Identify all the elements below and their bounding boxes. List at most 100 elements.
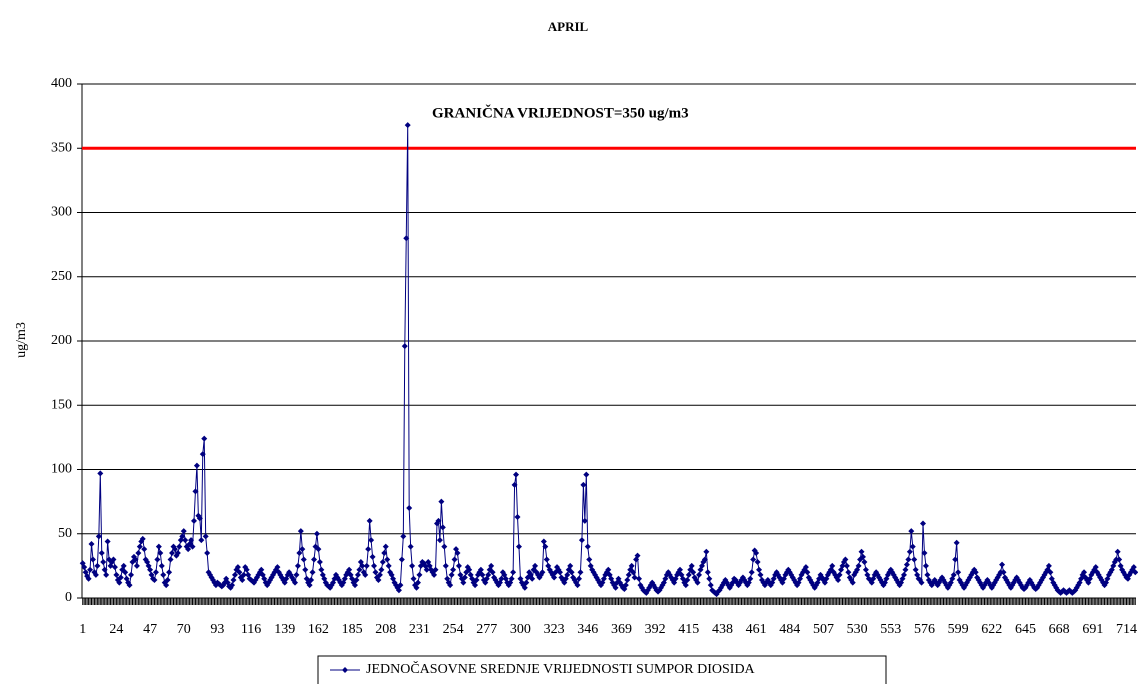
x-tick-label: 323 (544, 622, 565, 637)
data-point (540, 538, 547, 545)
data-point (704, 569, 711, 576)
data-point (179, 533, 186, 540)
data-point (163, 582, 170, 589)
data-point (240, 571, 247, 578)
x-tick-label: 507 (813, 622, 834, 637)
data-point (688, 562, 695, 569)
data-point (296, 550, 303, 557)
data-point (117, 574, 124, 581)
data-point (953, 539, 960, 546)
data-point (199, 451, 206, 458)
data-point (316, 559, 323, 566)
data-point (568, 569, 575, 576)
data-point (158, 562, 165, 569)
data-point (372, 569, 379, 576)
data-point (1130, 564, 1137, 571)
data-point (685, 571, 692, 578)
y-axis-label: ug/m3 (14, 322, 29, 358)
x-tick-label: 415 (678, 622, 699, 637)
data-point (346, 566, 353, 573)
data-point (508, 575, 515, 582)
data-point (922, 562, 929, 569)
data-point (230, 577, 237, 584)
data-point (1081, 569, 1088, 576)
data-point (920, 520, 927, 527)
data-point (395, 587, 402, 594)
data-point (306, 582, 313, 589)
data-point (398, 556, 405, 563)
data-point (157, 550, 164, 557)
data-point (835, 577, 842, 584)
data-point (201, 435, 208, 442)
data-point (706, 575, 713, 582)
data-point (707, 582, 714, 589)
data-point (543, 556, 550, 563)
data-point (439, 524, 446, 531)
data-point (274, 564, 281, 571)
data-point (455, 562, 462, 569)
data-point (309, 569, 316, 576)
x-tick-label: 139 (274, 622, 295, 637)
data-point (1092, 564, 1099, 571)
data-point (132, 556, 139, 563)
data-point (431, 571, 438, 578)
legend-marker (342, 667, 348, 673)
data-point (88, 541, 95, 548)
data-point (574, 582, 581, 589)
data-point (243, 566, 250, 573)
data-point (120, 562, 127, 569)
data-point (634, 552, 641, 559)
data-point (236, 569, 243, 576)
data-point (293, 571, 300, 578)
data-point (905, 556, 912, 563)
x-tick-label: 645 (1015, 622, 1036, 637)
data-point (489, 569, 496, 576)
data-point (87, 566, 94, 573)
data-point (701, 556, 708, 563)
data-point (625, 571, 632, 578)
data-point (171, 546, 178, 553)
data-point (748, 569, 755, 576)
data-point (498, 575, 505, 582)
data-point (154, 556, 161, 563)
data-point (359, 562, 366, 569)
data-point (630, 569, 637, 576)
x-tick-label: 93 (210, 622, 224, 637)
data-point (583, 471, 590, 478)
data-point (451, 556, 458, 563)
data-point (1000, 569, 1007, 576)
data-point (352, 582, 359, 589)
data-point (955, 569, 962, 576)
x-tick-label: 714 (1116, 622, 1137, 637)
data-point (378, 566, 385, 573)
data-point (450, 566, 457, 573)
data-point (299, 546, 306, 553)
data-point (381, 550, 388, 557)
data-point (532, 562, 539, 569)
data-point (584, 543, 591, 550)
data-point (551, 574, 558, 581)
data-point (1116, 556, 1123, 563)
data-point (110, 556, 117, 563)
data-point (577, 569, 584, 576)
data-point (624, 577, 631, 584)
data-point (521, 584, 528, 591)
data-point (231, 571, 238, 578)
x-tick-label: 208 (375, 622, 396, 637)
data-point (193, 462, 200, 469)
data-point (909, 543, 916, 550)
data-point (862, 566, 869, 573)
data-point (400, 533, 407, 540)
data-point (556, 569, 563, 576)
data-point (567, 562, 574, 569)
data-point (703, 548, 710, 555)
data-point (160, 571, 167, 578)
data-point (952, 556, 959, 563)
data-point (690, 569, 697, 576)
y-tick-label: 400 (51, 76, 72, 91)
x-tick-label: 369 (611, 622, 632, 637)
x-tick-label: 691 (1082, 622, 1103, 637)
data-point (605, 566, 612, 573)
data-point (315, 546, 322, 553)
